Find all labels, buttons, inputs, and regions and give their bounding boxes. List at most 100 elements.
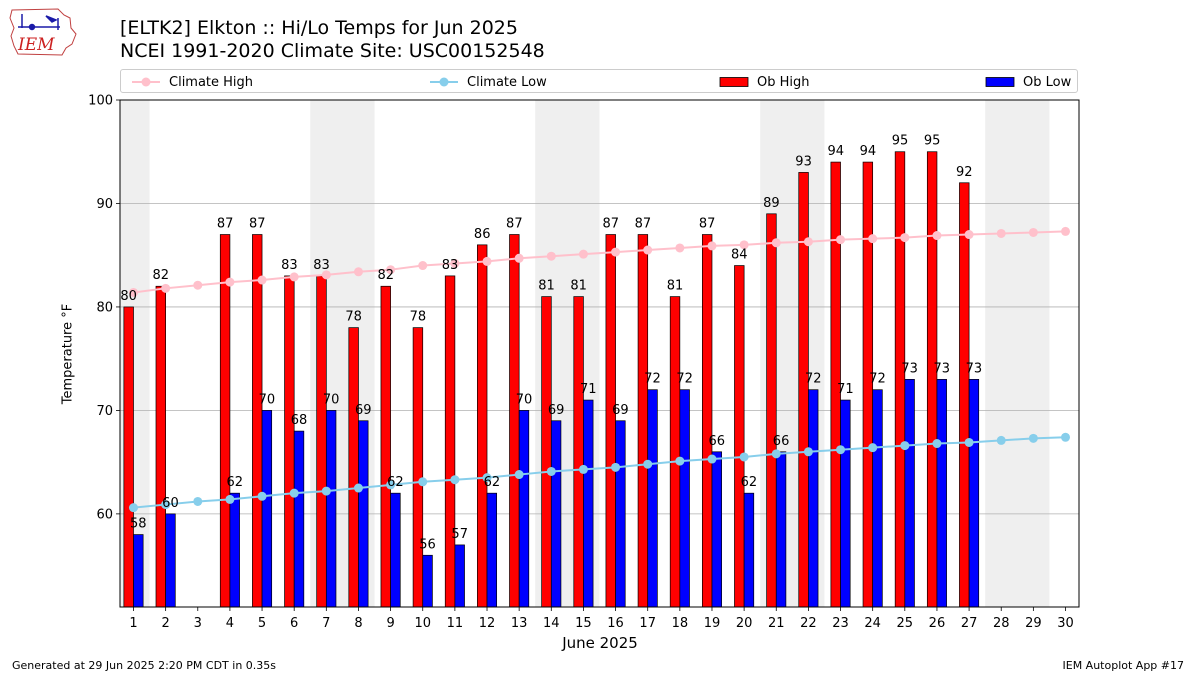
climate-low-point	[771, 449, 781, 459]
iem-logo-text: IEM	[17, 35, 55, 55]
x-tick-label: 9	[386, 616, 394, 631]
ob-high-label: 87	[635, 217, 652, 232]
ob-low-bar	[968, 379, 980, 608]
y-tick-label: 60	[96, 507, 113, 522]
ob-low-bar	[904, 379, 915, 608]
climate-high-point	[803, 237, 813, 247]
x-tick-label: 10	[414, 616, 431, 631]
ob-high-bar	[541, 296, 552, 608]
climate-low-point	[1061, 432, 1071, 442]
climate-high-point	[1061, 226, 1071, 236]
ob-high-bar	[926, 151, 938, 608]
x-tick-label: 11	[447, 616, 464, 631]
legend-item-ob-low: Ob Low	[985, 70, 1071, 94]
climate-high-point	[450, 258, 460, 268]
climate-high-point	[739, 240, 749, 250]
x-tick-label: 6	[290, 616, 298, 631]
ob-low-label: 69	[612, 403, 629, 418]
ob-low-label: 70	[259, 392, 276, 407]
legend-swatch-climate-low	[430, 77, 458, 87]
climate-high-point	[289, 272, 299, 282]
climate-high-point	[611, 247, 621, 257]
ob-low-label: 69	[355, 403, 372, 418]
climate-low-point	[353, 483, 363, 493]
ob-high-label: 78	[410, 310, 427, 325]
ob-low-bar	[454, 544, 465, 608]
ob-high-bar	[701, 234, 713, 608]
ob-high-bar	[766, 213, 777, 608]
climate-low-point	[707, 454, 717, 464]
x-tick-label: 23	[832, 616, 849, 631]
ob-high-bar	[959, 182, 970, 608]
ob-low-bar	[679, 389, 690, 608]
climate-high-point	[932, 231, 942, 241]
climate-high-point	[1028, 227, 1038, 237]
x-tick-label: 24	[864, 616, 881, 631]
climate-high-point	[514, 253, 524, 263]
ob-high-label: 82	[153, 268, 170, 283]
climate-high-point	[161, 283, 171, 293]
climate-high-point	[707, 241, 717, 251]
x-tick-label: 13	[511, 616, 528, 631]
ob-low-label: 72	[869, 372, 886, 387]
ob-high-label: 95	[924, 134, 941, 149]
ob-low-label: 62	[741, 475, 758, 490]
ob-high-bar	[669, 296, 681, 608]
legend-label-ob-low: Ob Low	[1023, 74, 1072, 90]
chart-legend: Climate High Climate Low Ob High Ob Low	[120, 69, 1078, 93]
x-tick-label: 17	[639, 616, 656, 631]
climate-low-line	[133, 436, 1066, 509]
ob-high-bar	[573, 296, 584, 608]
ob-low-bar	[229, 492, 240, 608]
climate-high-point	[643, 245, 653, 255]
ob-high-label: 86	[474, 227, 491, 242]
x-tick-label: 16	[607, 616, 624, 631]
y-tick-label: 90	[96, 197, 113, 212]
ob-low-bar	[936, 379, 947, 608]
x-tick-label: 15	[575, 616, 592, 631]
ob-high-bar	[734, 265, 745, 608]
x-tick-label: 12	[479, 616, 496, 631]
ob-high-bar	[316, 275, 327, 608]
ob-low-bar	[775, 451, 787, 608]
ob-low-label: 58	[130, 517, 147, 532]
ob-low-bar	[583, 399, 594, 608]
ob-low-bar	[390, 492, 401, 608]
ob-low-label: 62	[226, 475, 243, 490]
climate-low-point	[900, 441, 910, 451]
ob-high-label: 81	[667, 279, 684, 294]
ob-high-label: 87	[217, 217, 234, 232]
climate-low-point	[321, 486, 331, 496]
ob-low-bar	[486, 492, 498, 608]
ob-low-bar	[840, 399, 851, 608]
x-tick-label: 4	[226, 616, 234, 631]
ob-low-label: 66	[709, 434, 726, 449]
ob-low-label: 72	[676, 372, 693, 387]
climate-low-point	[964, 437, 974, 447]
x-tick-label: 20	[736, 616, 753, 631]
ob-low-bar	[615, 420, 626, 608]
x-tick-label: 30	[1057, 616, 1074, 631]
ob-low-label: 70	[323, 392, 340, 407]
legend-label-climate-low: Climate Low	[467, 74, 547, 90]
ob-low-bar	[325, 410, 337, 608]
climate-low-point	[996, 435, 1006, 445]
ob-low-bar	[293, 430, 305, 608]
ob-high-bar	[509, 234, 520, 608]
climate-high-point	[193, 280, 203, 290]
ob-low-bar	[165, 513, 176, 608]
ob-high-label: 92	[956, 165, 973, 180]
legend-item-climate-high: Climate High	[131, 70, 253, 94]
climate-low-point	[161, 500, 171, 510]
ob-high-label: 93	[795, 154, 812, 169]
x-tick-label: 29	[1025, 616, 1042, 631]
ob-low-label: 72	[644, 372, 661, 387]
x-tick-label: 5	[258, 616, 266, 631]
ob-low-label: 73	[933, 361, 950, 376]
climate-high-point	[418, 261, 428, 271]
climate-high-point	[900, 233, 910, 243]
x-tick-label: 22	[800, 616, 817, 631]
x-tick-label: 14	[543, 616, 560, 631]
climate-high-point	[546, 251, 556, 261]
ob-low-bar	[808, 389, 819, 608]
